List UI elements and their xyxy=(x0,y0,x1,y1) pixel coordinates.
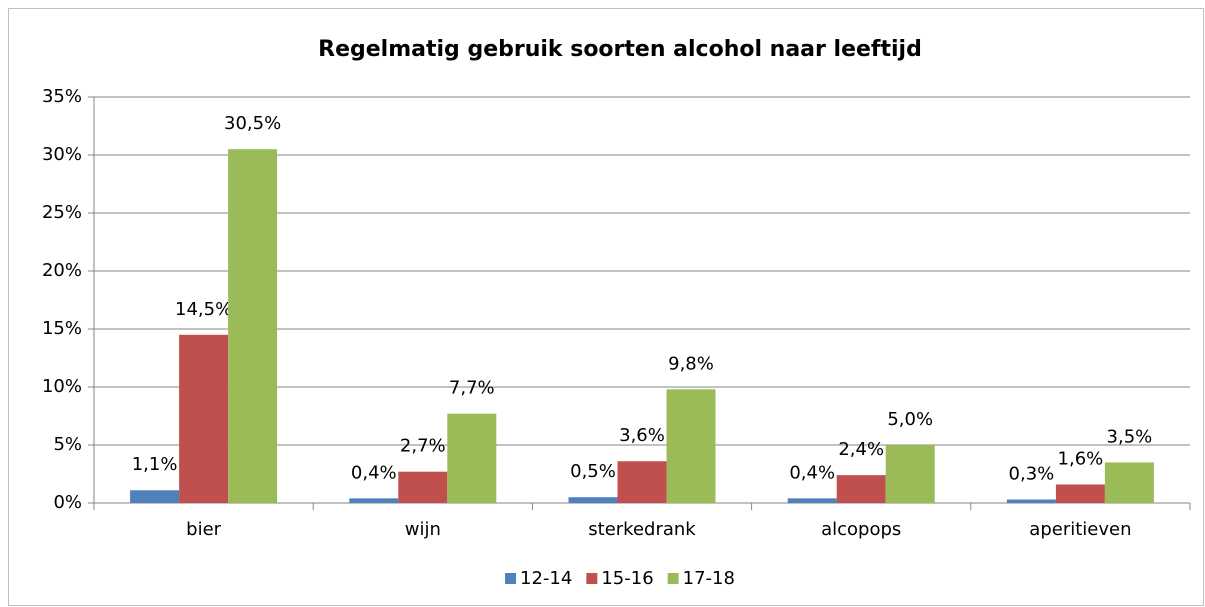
bar xyxy=(568,497,618,503)
bar xyxy=(885,445,935,503)
bar xyxy=(617,461,667,503)
data-label: 0,5% xyxy=(570,461,616,482)
data-label: 0,4% xyxy=(789,462,835,483)
data-label: 0,4% xyxy=(351,462,397,483)
data-label: 2,4% xyxy=(838,439,884,460)
y-tick-label: 10% xyxy=(42,376,82,397)
data-label: 0,3% xyxy=(1009,464,1055,485)
data-label: 5,0% xyxy=(887,409,933,430)
x-tick-label: sterkedrank xyxy=(588,519,696,540)
bar xyxy=(1006,499,1056,503)
bar xyxy=(179,334,229,503)
bar xyxy=(228,149,278,503)
data-label: 3,6% xyxy=(619,425,665,446)
y-tick-label: 15% xyxy=(42,318,82,339)
y-tick-label: 30% xyxy=(42,144,82,165)
y-tick-label: 20% xyxy=(42,260,82,281)
bar xyxy=(1104,462,1154,503)
data-label: 14,5% xyxy=(175,299,232,320)
y-tick-label: 25% xyxy=(42,202,82,223)
x-tick-label: aperitieven xyxy=(1029,519,1131,540)
bar xyxy=(349,498,399,503)
x-tick-label: wijn xyxy=(405,519,441,540)
y-tick-label: 0% xyxy=(53,492,82,513)
chart-frame xyxy=(8,8,1204,606)
legend-swatch xyxy=(667,573,679,584)
bar xyxy=(1055,484,1105,503)
legend-swatch xyxy=(505,573,517,584)
y-tick-label: 35% xyxy=(42,86,82,107)
legend-label: 17-18 xyxy=(683,568,735,589)
data-label: 9,8% xyxy=(668,353,714,374)
chart-title: Regelmatig gebruik soorten alcohol naar … xyxy=(318,37,922,62)
y-tick-label: 5% xyxy=(53,434,82,455)
data-label: 2,7% xyxy=(400,436,446,457)
bar xyxy=(836,475,886,503)
data-label: 1,1% xyxy=(132,454,178,475)
x-tick-label: alcopops xyxy=(821,519,901,540)
bar xyxy=(787,498,837,503)
bar xyxy=(130,490,180,503)
legend-swatch xyxy=(586,573,598,584)
bar xyxy=(447,413,497,503)
bar xyxy=(666,389,716,503)
data-label: 1,6% xyxy=(1058,448,1104,469)
data-label: 7,7% xyxy=(449,378,495,399)
legend-label: 15-16 xyxy=(601,568,653,589)
legend-label: 12-14 xyxy=(520,568,572,589)
x-tick-label: bier xyxy=(186,519,222,540)
data-label: 3,5% xyxy=(1107,426,1153,447)
bar xyxy=(398,471,448,503)
data-label: 30,5% xyxy=(224,113,281,134)
